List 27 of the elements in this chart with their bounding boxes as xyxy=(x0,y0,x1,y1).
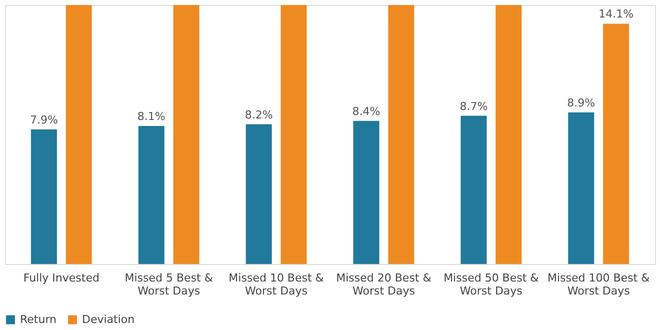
legend-label: Deviation xyxy=(82,312,135,326)
x-tick-label: Missed 100 Best & Worst Days xyxy=(548,272,650,298)
x-tick-label: Missed 20 Best & Worst Days xyxy=(336,272,432,298)
bar xyxy=(603,24,630,264)
bar xyxy=(353,120,380,264)
bar xyxy=(138,126,164,264)
x-tick-label: Fully Invested xyxy=(23,272,100,284)
data-label: 7.9% xyxy=(30,113,58,126)
bar xyxy=(66,5,92,264)
x-tick-label: Missed 10 Best & Worst Days xyxy=(228,272,324,298)
data-label: 8.2% xyxy=(244,108,273,122)
bar xyxy=(460,116,487,264)
bar xyxy=(30,129,57,264)
x-tick-label: Missed 5 Best & Worst Days xyxy=(124,272,214,298)
x-tick-label: Missed 50 Best & Worst Days xyxy=(444,272,540,298)
data-label: 8.7% xyxy=(460,100,488,113)
data-label: 8.4% xyxy=(352,104,380,118)
data-label: 14.1% xyxy=(598,8,634,21)
legend-label: Return xyxy=(20,312,57,326)
data-label: 8.9% xyxy=(567,96,596,110)
bar xyxy=(388,5,414,264)
bar xyxy=(173,5,200,264)
bar xyxy=(568,112,594,264)
bar xyxy=(246,124,272,264)
bar xyxy=(280,5,307,264)
data-label: 8.1% xyxy=(137,110,166,123)
bar xyxy=(496,5,522,264)
